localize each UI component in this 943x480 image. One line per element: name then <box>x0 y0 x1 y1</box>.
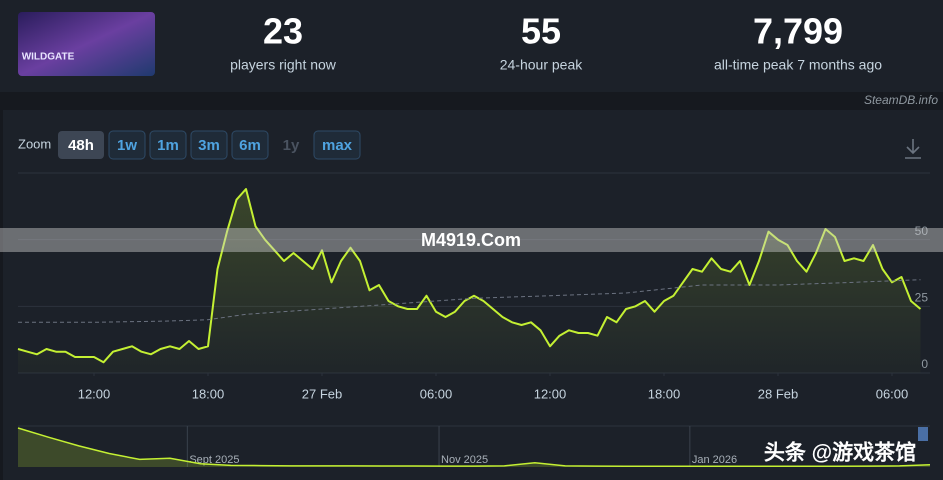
x-tick-label: 18:00 <box>192 386 225 401</box>
stat-caption: 24-hour peak <box>500 57 584 73</box>
navigator-line <box>17 427 931 467</box>
watermark-band <box>0 228 943 252</box>
navigator-tick-label: Jan 2026 <box>692 454 737 466</box>
stat-number: 7,799 <box>753 11 843 52</box>
zoom-button[interactable] <box>149 130 187 160</box>
zoom-button[interactable] <box>190 130 228 160</box>
stat-caption: players right now <box>230 57 337 73</box>
game-logo-text: WILDGATE <box>22 52 75 63</box>
zoom-button-label[interactable]: 48h <box>68 137 94 154</box>
download-icon[interactable] <box>905 139 921 159</box>
y-tick-label: 0 <box>921 357 928 371</box>
navigator-tick-label: Nov 2025 <box>441 454 488 466</box>
zoom-button[interactable] <box>313 130 361 160</box>
x-tick-label: 18:00 <box>648 386 681 401</box>
main-chart: 0 25 50 12:00 18:00 27 Feb 06:00 12:00 18:00 28 F… <box>17 188 930 401</box>
zoom-button[interactable] <box>108 130 146 160</box>
header-panel <box>0 0 943 92</box>
credit: SteamDB.info <box>864 93 938 107</box>
zoom-button-label: 1y <box>283 137 300 154</box>
zoom-button-label[interactable]: 1w <box>117 137 137 154</box>
navigator-area <box>18 428 930 467</box>
game-logo-image <box>18 12 155 76</box>
x-tick-label: 27 Feb <box>302 386 342 401</box>
y-tick-label: 25 <box>915 291 929 305</box>
zoom-button-label[interactable]: 6m <box>239 137 261 154</box>
x-tick-label: 28 Feb <box>758 386 798 401</box>
y-tick-label: 50 <box>915 224 929 238</box>
navigator-tick-label: Sept 2025 <box>189 454 239 466</box>
stat-caption: all-time peak 7 months ago <box>714 57 882 73</box>
navigator: Sept 2025 Nov 2025 Jan 2026 <box>17 425 931 467</box>
stat-number: 55 <box>521 11 561 52</box>
x-tick-label: 12:00 <box>78 386 111 401</box>
line-area <box>18 189 921 373</box>
zoom-button-label[interactable]: 1m <box>157 137 179 154</box>
x-tick-label: 12:00 <box>534 386 567 401</box>
zoom-button-label[interactable]: max <box>322 137 353 154</box>
x-tick-label: 06:00 <box>876 386 909 401</box>
zoom-button[interactable] <box>58 131 104 159</box>
watermark: 头条 @游戏茶馆 <box>764 441 916 465</box>
stat-number: 23 <box>263 11 303 52</box>
player-line <box>17 188 922 364</box>
zoom-label: Zoom <box>18 136 51 151</box>
watermark: M4919.Com <box>421 230 521 250</box>
zoom-button[interactable] <box>231 130 269 160</box>
zoom-button-label[interactable]: 3m <box>198 137 220 154</box>
navigator-handle[interactable] <box>918 427 928 441</box>
x-tick-label: 06:00 <box>420 386 453 401</box>
